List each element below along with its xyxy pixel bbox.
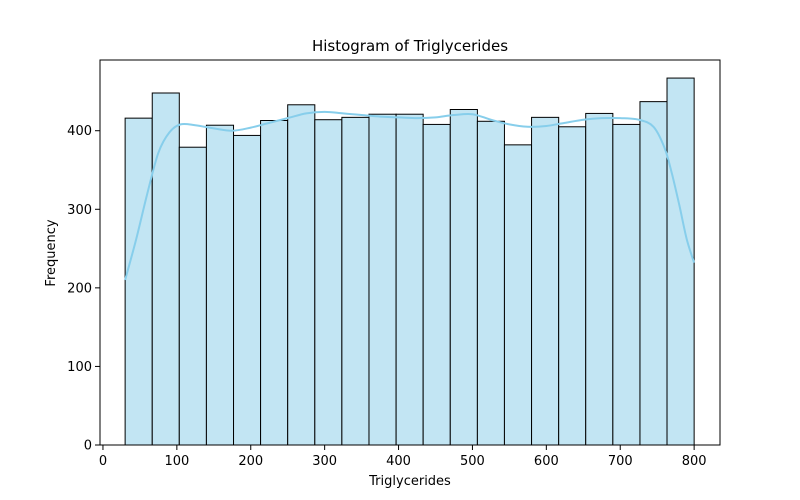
x-axis-ticks: 0 100 200 300 400 500 600 700 800 [99, 445, 707, 469]
histogram-bar [449, 109, 478, 446]
histogram-bar [287, 104, 316, 446]
histogram-bar [531, 116, 560, 446]
x-tick-label: 500 [460, 454, 485, 469]
histogram-bar [368, 113, 397, 446]
histogram-bar [503, 144, 533, 446]
y-tick-label: 300 [67, 203, 92, 218]
histogram-bar [260, 120, 289, 446]
x-axis-label: Triglycerides [368, 474, 451, 489]
histogram-bar [666, 77, 695, 446]
histogram-bar [151, 92, 180, 446]
kde-curve [124, 110, 696, 281]
histogram-bar [124, 117, 153, 446]
y-axis-ticks: 0 100 200 300 400 [67, 124, 100, 454]
histogram-bar [178, 146, 207, 446]
x-tick-label: 200 [238, 454, 263, 469]
histogram-bar [314, 119, 343, 446]
x-tick-label: 600 [534, 454, 559, 469]
histogram-bar [233, 134, 262, 446]
histogram-bar [395, 113, 424, 446]
histogram-bar [341, 116, 370, 446]
chart-title: Histogram of Triglycerides [312, 37, 508, 55]
histogram-bar [558, 126, 587, 446]
x-tick-label: 0 [99, 454, 107, 469]
y-tick-label: 400 [67, 124, 92, 139]
x-tick-label: 100 [164, 454, 189, 469]
y-tick-label: 0 [84, 439, 92, 454]
plot-frame [99, 59, 721, 446]
histogram-bar [422, 123, 451, 446]
y-tick-label: 200 [67, 281, 92, 296]
histogram-bar [476, 120, 505, 446]
histogram-bar [585, 112, 614, 446]
bars-group [124, 77, 695, 446]
y-axis-label: Frequency [44, 219, 59, 286]
y-tick-label: 100 [67, 360, 92, 375]
x-tick-label: 300 [312, 454, 337, 469]
histogram-bar [205, 124, 235, 446]
histogram-bar [612, 123, 641, 446]
x-tick-label: 800 [682, 454, 707, 469]
histogram-bar [639, 101, 668, 446]
x-tick-label: 400 [386, 454, 411, 469]
x-tick-label: 700 [608, 454, 633, 469]
